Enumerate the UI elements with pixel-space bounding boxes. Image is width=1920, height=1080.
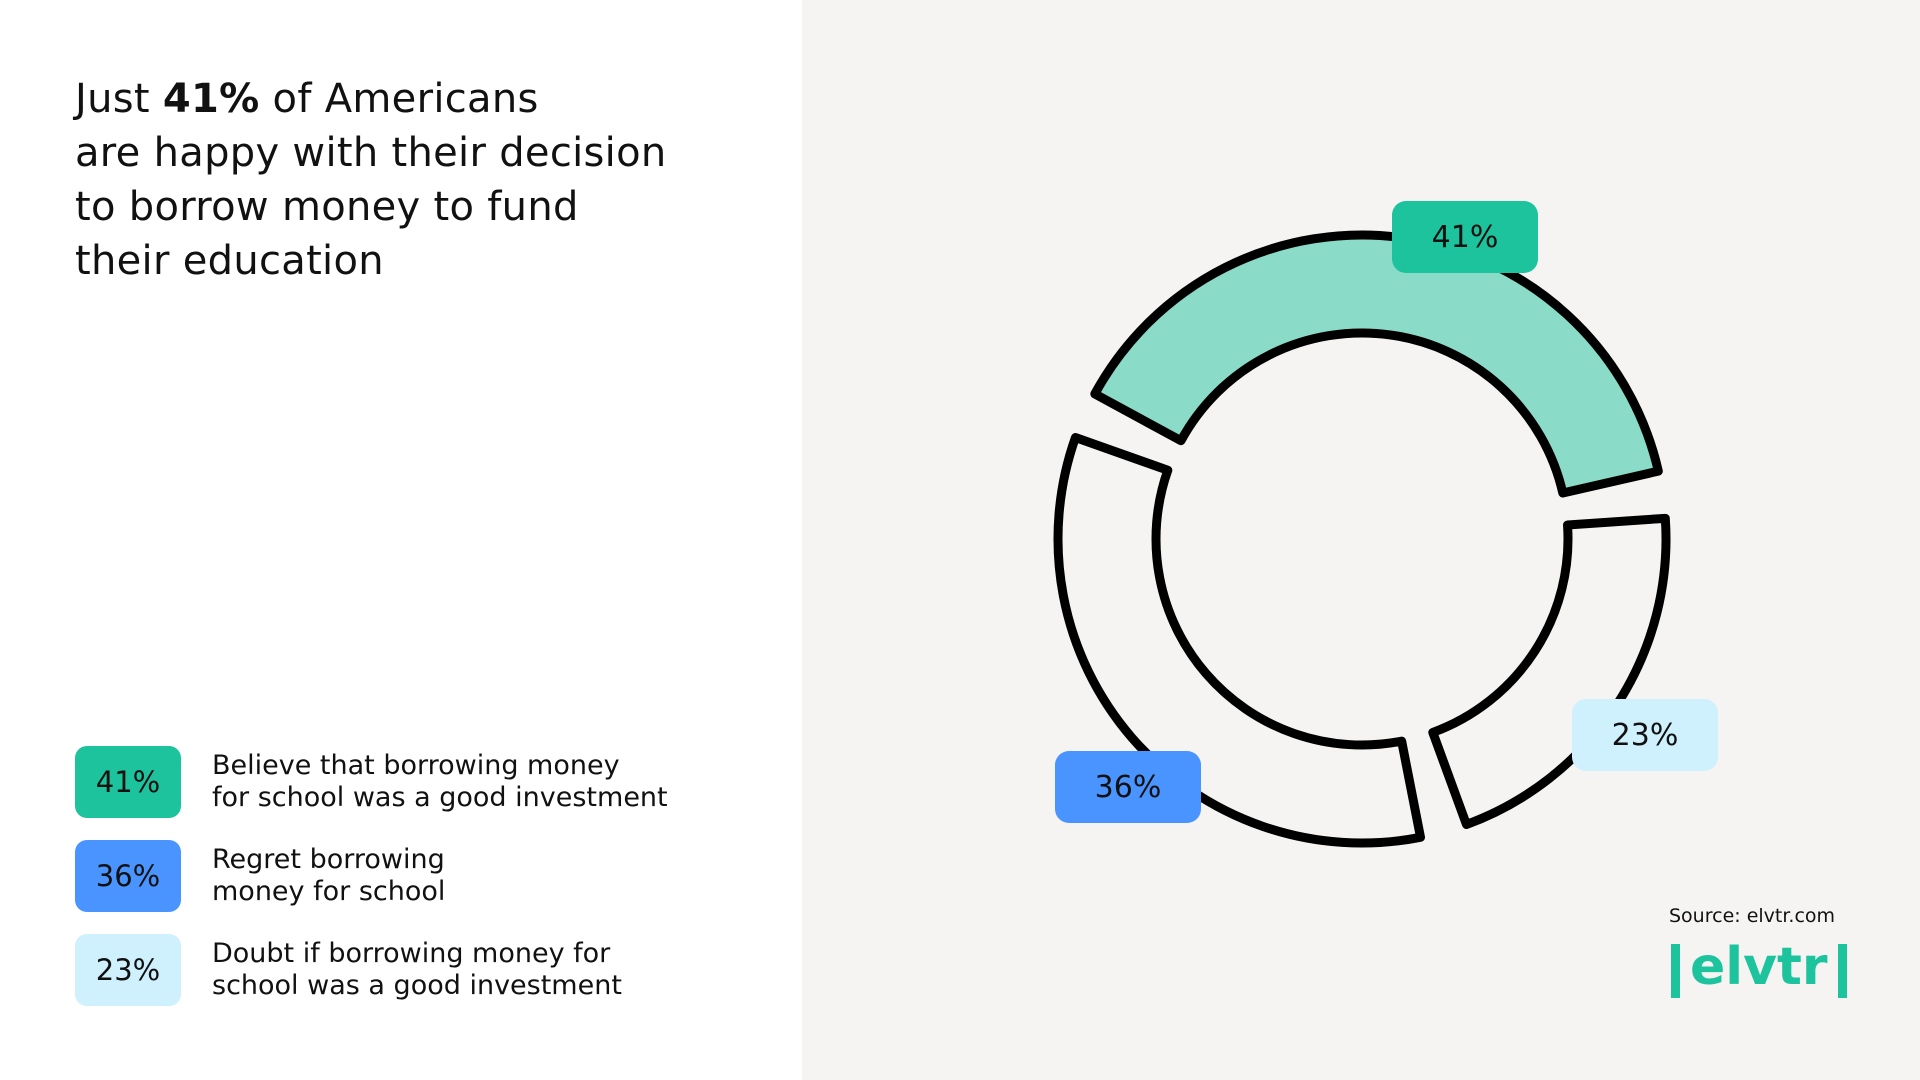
- segment-regret: [1053, 433, 1426, 848]
- source-text: Source: elvtr.com: [1669, 905, 1836, 927]
- segment-good-investment: [1090, 230, 1663, 498]
- legend-label: Regret borrowing money for school: [212, 844, 446, 907]
- segment-doubt: [1428, 513, 1671, 829]
- data-label-doubt: 23%: [1572, 699, 1718, 771]
- headline-line: are happy with their decision: [75, 130, 667, 176]
- legend-label: Doubt if borrowing money for school was a…: [212, 938, 622, 1001]
- data-label-regret: 36%: [1055, 751, 1201, 823]
- headline-line: their education: [75, 238, 384, 284]
- headline-text: of Americans: [259, 76, 539, 122]
- elvtr-logo: elvtr: [1671, 940, 1847, 998]
- legend-item-regret: 36% Regret borrowing money for school: [75, 840, 445, 912]
- headline-highlight: 41%: [162, 76, 260, 122]
- headline: Just 41% of Americans are happy with the…: [75, 72, 667, 288]
- headline-text: Just: [75, 76, 163, 122]
- legend-badge: 36%: [75, 840, 181, 912]
- legend-badge: 23%: [75, 934, 181, 1006]
- legend-item-good-investment: 41% Believe that borrowing money for scho…: [75, 746, 668, 818]
- legend-item-doubt: 23% Doubt if borrowing money for school w…: [75, 934, 622, 1006]
- data-label-good-investment: 41%: [1392, 201, 1538, 273]
- legend-badge: 41%: [75, 746, 181, 818]
- legend-label: Believe that borrowing money for school w…: [212, 750, 668, 813]
- headline-line: to borrow money to fund: [75, 184, 579, 230]
- left-panel: Just 41% of Americans are happy with the…: [0, 0, 802, 1080]
